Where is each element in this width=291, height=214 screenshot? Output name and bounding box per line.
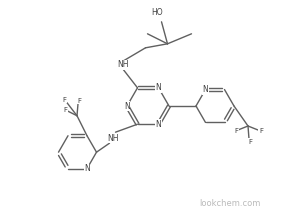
- Text: N: N: [124, 101, 130, 110]
- Text: HO: HO: [152, 8, 163, 17]
- Text: N: N: [156, 83, 162, 92]
- Text: NH: NH: [107, 134, 118, 143]
- Text: NH: NH: [118, 60, 129, 69]
- Text: N: N: [156, 120, 162, 129]
- Text: F: F: [63, 107, 67, 113]
- Text: N: N: [84, 164, 90, 173]
- Text: F: F: [234, 128, 238, 134]
- Text: F: F: [62, 97, 66, 103]
- Text: N: N: [203, 85, 208, 94]
- Text: F: F: [77, 98, 81, 104]
- Text: lookchem.com: lookchem.com: [199, 199, 261, 208]
- Text: F: F: [248, 139, 252, 145]
- Text: F: F: [259, 128, 263, 134]
